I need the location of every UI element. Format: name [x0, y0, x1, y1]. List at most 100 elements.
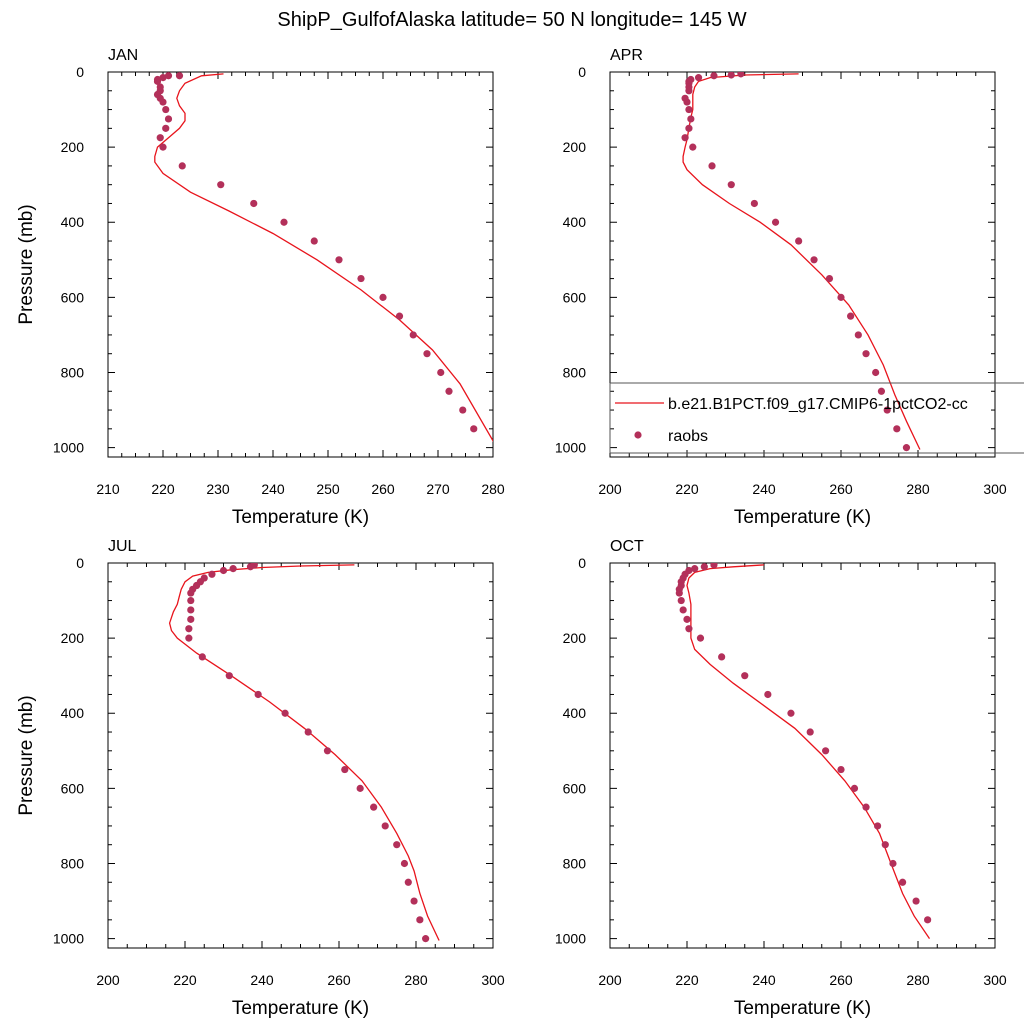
- raobs-point: [229, 565, 237, 573]
- y-tick-label: 200: [563, 630, 587, 646]
- raobs-point: [162, 124, 170, 132]
- x-tick-label: 220: [675, 481, 699, 497]
- y-tick-label: 800: [61, 855, 85, 871]
- raobs-point: [893, 425, 901, 433]
- raobs-point: [370, 803, 378, 811]
- model-series-line: [682, 73, 921, 450]
- raobs-point: [187, 615, 195, 623]
- x-axis-label: Temperature (K): [734, 507, 871, 528]
- panel-title: APR: [610, 47, 643, 64]
- raobs-point: [185, 625, 193, 633]
- raobs-point: [854, 331, 862, 339]
- y-tick-label: 1000: [555, 931, 586, 947]
- x-tick-label: 220: [151, 481, 175, 497]
- raobs-point: [187, 606, 195, 614]
- raobs-point: [254, 690, 262, 699]
- raobs-point: [175, 72, 184, 80]
- y-tick-label: 0: [76, 64, 84, 80]
- raobs-point: [159, 74, 167, 82]
- raobs-point: [837, 293, 845, 301]
- x-tick-label: 200: [598, 972, 622, 988]
- raobs-point: [219, 566, 228, 575]
- raobs-point: [198, 653, 206, 661]
- y-tick-label: 400: [61, 214, 85, 230]
- raobs-point: [889, 859, 897, 868]
- raobs-point: [404, 878, 412, 886]
- raobs-point: [437, 368, 445, 377]
- raobs-point: [159, 98, 167, 106]
- raobs-point: [924, 916, 932, 924]
- raobs-point: [335, 256, 343, 264]
- raobs-point: [675, 589, 683, 597]
- raobs-point: [153, 77, 162, 85]
- raobs-point: [280, 218, 288, 226]
- raobs-point: [737, 72, 745, 78]
- plot-area: [168, 563, 440, 943]
- raobs-point: [470, 425, 478, 433]
- raobs-point: [187, 596, 195, 605]
- raobs-point: [764, 690, 772, 699]
- raobs-point: [422, 935, 430, 943]
- y-tick-label: 0: [76, 555, 84, 571]
- raobs-point: [246, 563, 255, 571]
- raobs-point: [187, 589, 195, 597]
- raobs-point: [727, 72, 735, 79]
- raobs-point: [696, 634, 705, 642]
- raobs-point: [912, 897, 920, 905]
- x-tick-label: 240: [752, 481, 776, 497]
- raobs-point: [178, 162, 186, 170]
- raobs-point: [689, 143, 697, 151]
- x-tick-label: 280: [906, 972, 930, 988]
- raobs-point: [310, 237, 318, 245]
- x-tick-label: 240: [752, 972, 776, 988]
- raobs-point: [357, 274, 365, 283]
- raobs-point: [393, 841, 401, 849]
- raobs-point: [381, 822, 389, 830]
- figure-title: ShipP_GulfofAlaska latitude= 50 N longit…: [277, 9, 746, 31]
- y-tick-label: 600: [61, 780, 85, 796]
- raobs-point: [159, 143, 167, 151]
- raobs-point: [156, 134, 164, 142]
- y-tick-label: 400: [563, 705, 587, 721]
- raobs-point: [862, 350, 870, 358]
- raobs-point: [685, 105, 693, 114]
- raobs-point: [741, 672, 749, 680]
- raobs-point: [185, 634, 193, 642]
- plot-area: [675, 563, 932, 939]
- plot-frame: [609, 562, 996, 949]
- y-tick-label: 200: [563, 139, 587, 155]
- plot-frame: [107, 562, 494, 949]
- raobs-point: [902, 444, 911, 452]
- panel-apr: APR 200 220 240 260 280 300 0 200 400 600 800 1000 Te…: [555, 47, 1007, 528]
- y-tick-label: 800: [61, 364, 85, 380]
- raobs-point: [883, 406, 891, 414]
- x-tick-label: 260: [371, 481, 395, 497]
- raobs-point: [837, 765, 845, 774]
- raobs-point: [718, 653, 726, 661]
- x-tick-label: 200: [96, 972, 120, 988]
- x-axis-label: Temperature (K): [734, 998, 871, 1019]
- raobs-point: [847, 312, 855, 320]
- raobs-point: [323, 747, 332, 755]
- raobs-point: [685, 124, 693, 132]
- model-series-line: [154, 73, 493, 443]
- legend-obs-label: raobs: [668, 428, 708, 445]
- plot-area: [681, 72, 921, 452]
- panel-jan: JAN 210 220 230 240 250 260 270 280 0 200 400 600 800…: [16, 47, 505, 528]
- x-axis-label: Temperature (K): [232, 998, 369, 1019]
- raobs-point: [771, 218, 780, 226]
- raobs-point: [899, 878, 907, 886]
- x-tick-label: 260: [327, 972, 351, 988]
- y-axis-label: Pressure (mb): [16, 695, 37, 815]
- y-tick-label: 0: [578, 64, 586, 80]
- raobs-point: [872, 368, 880, 377]
- raobs-point: [685, 625, 693, 633]
- raobs-point: [356, 784, 364, 792]
- y-tick-label: 800: [563, 364, 587, 380]
- y-tick-label: 600: [563, 780, 587, 796]
- raobs-point: [825, 274, 834, 283]
- raobs-point: [217, 181, 225, 189]
- raobs-point: [379, 293, 387, 301]
- y-axis-label: Pressure (mb): [16, 204, 37, 324]
- raobs-point: [710, 72, 718, 80]
